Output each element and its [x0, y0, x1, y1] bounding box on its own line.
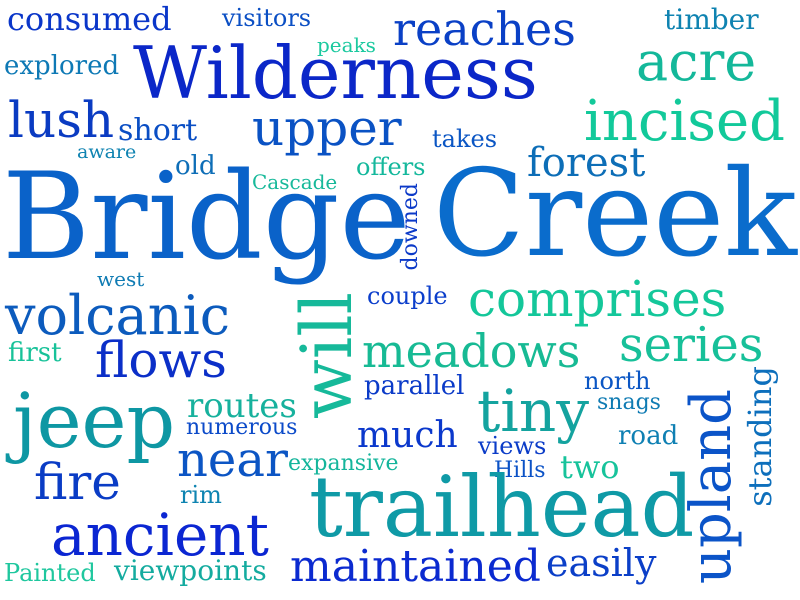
word-short: short [118, 113, 198, 148]
word-consumed: consumed [7, 0, 172, 38]
word-west: west [97, 267, 145, 291]
word-two: two [560, 448, 620, 486]
word-explored: explored [4, 51, 120, 81]
word-creek: Creek [433, 145, 797, 284]
word-routes: routes [187, 386, 297, 426]
word-much: much [357, 415, 458, 456]
word-old: old [175, 151, 216, 181]
word-ancient: ancient [51, 501, 269, 569]
word-snags: snags [597, 390, 661, 415]
word-road: road [618, 421, 679, 451]
word-forest: forest [527, 140, 646, 186]
word-tiny: tiny [477, 377, 589, 445]
word-flows: flows [95, 331, 227, 389]
word-hills: Hills [494, 458, 546, 483]
word-aware: aware [77, 141, 137, 163]
word-painted: Painted [4, 559, 96, 587]
word-will: will [286, 292, 368, 420]
word-cascade: Cascade [252, 170, 338, 194]
word-north: north [584, 367, 651, 395]
word-takes: takes [432, 125, 498, 153]
word-timber: timber [664, 3, 759, 36]
word-bridge: Bridge [2, 148, 411, 287]
word-first: first [8, 338, 62, 368]
word-expansive: expansive [288, 451, 399, 476]
word-downed: downed [398, 183, 423, 271]
word-maintained: maintained [290, 541, 541, 592]
word-series: series [619, 317, 764, 373]
word-rim: rim [180, 481, 222, 509]
word-viewpoints: viewpoints [114, 554, 267, 587]
word-couple: couple [367, 282, 448, 310]
word-easily: easily [546, 541, 657, 585]
word-trailhead: trailhead [309, 458, 695, 556]
word-numerous: numerous [186, 415, 298, 440]
word-upper: upper [252, 99, 402, 157]
word-meadows: meadows [362, 324, 581, 378]
word-jeep: jeep [13, 376, 176, 465]
word-reaches: reaches [393, 2, 576, 56]
word-incised: incised [584, 89, 785, 154]
word-offers: offers [356, 153, 426, 181]
word-parallel: parallel [364, 371, 465, 401]
word-standing: standing [741, 366, 779, 507]
word-lush: lush [8, 91, 115, 149]
word-wilderness: Wilderness [133, 31, 538, 115]
word-fire: fire [34, 453, 121, 511]
word-views: views [478, 432, 547, 460]
word-visitors: visitors [222, 4, 312, 32]
word-acre: acre [636, 30, 757, 93]
word-near: near [177, 432, 288, 488]
word-comprises: comprises [468, 270, 727, 328]
word-peaks: peaks [317, 33, 376, 57]
word-volcanic: volcanic [5, 284, 231, 347]
